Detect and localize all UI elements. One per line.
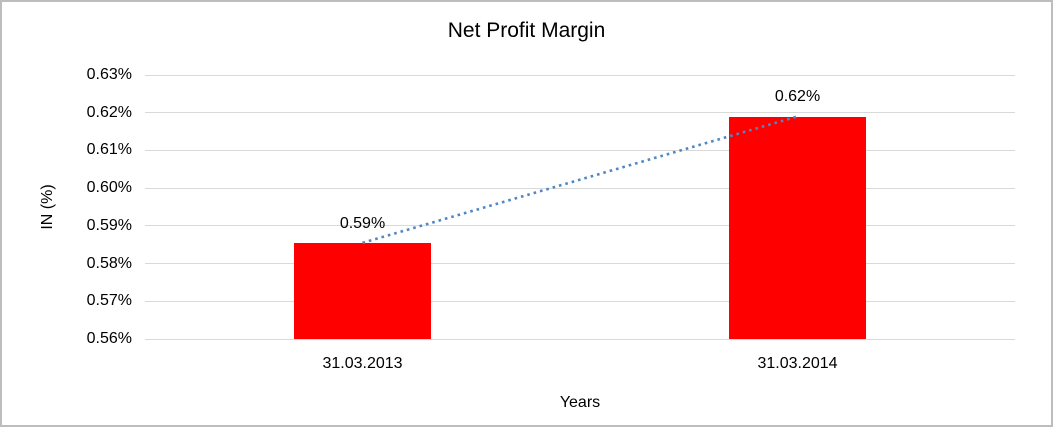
gridline: [145, 187, 1015, 189]
y-tick-label: 0.59%: [86, 216, 132, 234]
bar-data-label: 0.59%: [339, 214, 386, 232]
x-category-label: 31.03.2014: [757, 355, 838, 372]
gridline: [145, 300, 1015, 302]
gridline: [145, 149, 1015, 151]
y-tick-label: 0.60%: [86, 179, 132, 197]
y-tick-label: 0.63%: [86, 66, 132, 83]
bar-data-label: 0.62%: [774, 88, 821, 106]
gridline: [145, 112, 1015, 114]
trendline: [362, 115, 798, 245]
chart-title: Net Profit Margin: [447, 19, 606, 42]
y-tick-label: 0.58%: [86, 254, 132, 272]
y-tick-label: 0.56%: [86, 330, 132, 347]
x-category-label: 31.03.2013: [322, 355, 403, 372]
gridline: [145, 263, 1015, 265]
gridline: [145, 225, 1015, 227]
y-tick-label: 0.61%: [86, 141, 132, 159]
y-tick-label: 0.62%: [86, 103, 132, 121]
y-tick-label: 0.57%: [86, 292, 132, 310]
x-axis-title: Years: [559, 394, 601, 411]
bar: [729, 116, 866, 339]
gridline: [145, 74, 1015, 76]
gridline: [145, 338, 1015, 340]
plot-area: 0.59% 0.62%: [145, 74, 1015, 340]
bar: [294, 242, 431, 339]
